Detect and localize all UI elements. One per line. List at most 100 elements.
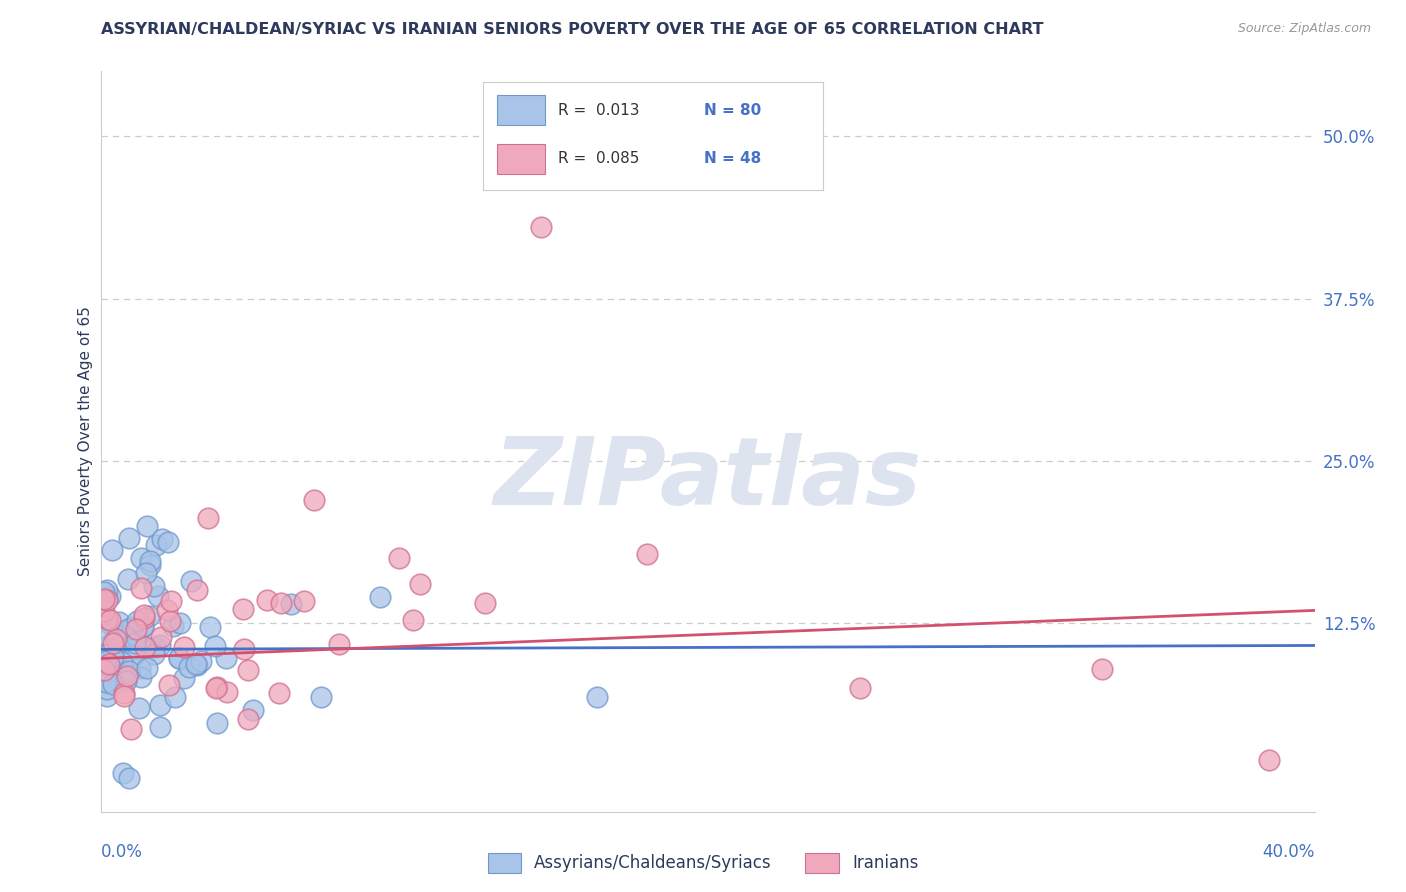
Point bbox=[402, 613, 425, 627]
Point bbox=[149, 720, 172, 734]
Point bbox=[101, 636, 124, 650]
Point bbox=[160, 594, 183, 608]
Point bbox=[122, 648, 145, 663]
Point bbox=[280, 597, 302, 611]
Point bbox=[156, 603, 179, 617]
Point bbox=[101, 677, 124, 691]
Point bbox=[134, 608, 156, 623]
Point bbox=[93, 663, 115, 677]
Point bbox=[96, 639, 118, 653]
Point bbox=[112, 686, 135, 700]
Point bbox=[135, 566, 157, 581]
Point bbox=[120, 722, 142, 736]
Point bbox=[94, 675, 117, 690]
Point bbox=[167, 651, 190, 665]
Point bbox=[129, 670, 152, 684]
Point bbox=[139, 558, 162, 572]
Point bbox=[125, 629, 148, 643]
Point bbox=[205, 681, 228, 695]
Point bbox=[242, 703, 264, 717]
Point bbox=[118, 626, 141, 640]
Text: Source: ZipAtlas.com: Source: ZipAtlas.com bbox=[1237, 22, 1371, 36]
Point bbox=[115, 674, 138, 689]
Point bbox=[149, 630, 172, 644]
Point bbox=[149, 698, 172, 712]
Point bbox=[474, 596, 496, 610]
Text: ASSYRIAN/CHALDEAN/SYRIAC VS IRANIAN SENIORS POVERTY OVER THE AGE OF 65 CORRELATI: ASSYRIAN/CHALDEAN/SYRIAC VS IRANIAN SENI… bbox=[101, 22, 1043, 37]
Point bbox=[328, 637, 350, 651]
Point bbox=[173, 671, 195, 685]
Point bbox=[128, 700, 150, 714]
Point bbox=[530, 220, 553, 235]
Point bbox=[238, 713, 260, 727]
Point bbox=[127, 614, 149, 628]
Point bbox=[205, 680, 228, 694]
Point bbox=[165, 690, 187, 704]
Point bbox=[98, 644, 121, 658]
Point bbox=[107, 650, 129, 665]
Point bbox=[98, 613, 121, 627]
Point bbox=[96, 615, 118, 629]
Point bbox=[104, 664, 127, 678]
Point bbox=[112, 689, 135, 703]
Point bbox=[1258, 753, 1281, 767]
Point bbox=[270, 596, 292, 610]
Point bbox=[96, 654, 118, 668]
Point bbox=[138, 608, 160, 623]
Point bbox=[1091, 662, 1114, 676]
Text: ZIPatlas: ZIPatlas bbox=[494, 433, 922, 524]
Point bbox=[256, 593, 278, 607]
Point bbox=[132, 611, 155, 625]
Point bbox=[409, 577, 432, 591]
Point bbox=[204, 639, 226, 653]
Point bbox=[121, 620, 143, 634]
Point bbox=[236, 663, 259, 677]
Point bbox=[132, 619, 155, 633]
Point bbox=[197, 510, 219, 524]
Point bbox=[135, 519, 157, 533]
Point bbox=[93, 603, 115, 617]
Point bbox=[302, 493, 325, 508]
Point bbox=[585, 690, 607, 704]
Point bbox=[96, 583, 118, 598]
Point bbox=[117, 572, 139, 586]
Point bbox=[104, 632, 127, 647]
Point bbox=[149, 638, 172, 652]
Point bbox=[134, 640, 156, 655]
Point bbox=[96, 591, 118, 605]
Point bbox=[186, 582, 208, 597]
Point bbox=[169, 650, 191, 665]
Point bbox=[114, 633, 136, 648]
Point bbox=[162, 619, 184, 633]
Point bbox=[217, 685, 239, 699]
Point bbox=[186, 658, 208, 673]
Point bbox=[96, 690, 118, 704]
Point bbox=[96, 593, 118, 607]
Point bbox=[142, 579, 165, 593]
Point bbox=[387, 551, 409, 566]
Point bbox=[131, 620, 153, 634]
Text: 40.0%: 40.0% bbox=[1263, 843, 1315, 861]
Point bbox=[180, 574, 202, 588]
Point bbox=[267, 685, 290, 699]
Point bbox=[177, 660, 200, 674]
Point bbox=[129, 661, 152, 675]
Point bbox=[232, 602, 254, 616]
Point bbox=[159, 614, 181, 628]
Point bbox=[124, 636, 146, 650]
Point bbox=[117, 622, 139, 636]
Point bbox=[169, 615, 191, 630]
Point bbox=[107, 634, 129, 648]
Point bbox=[96, 612, 118, 626]
Point bbox=[98, 590, 121, 604]
Point bbox=[118, 664, 141, 678]
Point bbox=[129, 551, 152, 566]
Point bbox=[368, 590, 391, 604]
Y-axis label: Seniors Poverty Over the Age of 65: Seniors Poverty Over the Age of 65 bbox=[77, 307, 93, 576]
Point bbox=[309, 690, 332, 705]
Point bbox=[93, 584, 115, 599]
Point bbox=[93, 627, 115, 641]
Point bbox=[198, 619, 221, 633]
Point bbox=[111, 655, 134, 669]
Point bbox=[205, 716, 228, 731]
